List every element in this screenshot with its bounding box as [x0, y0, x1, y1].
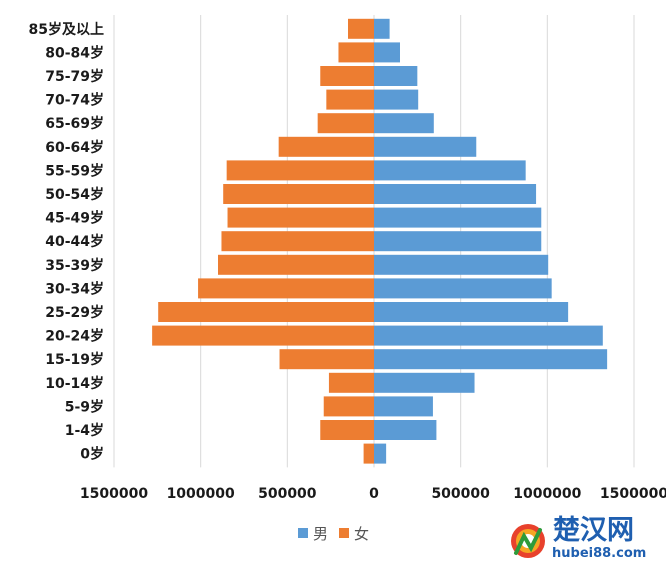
watermark-site-name: 楚汉网	[553, 515, 634, 546]
x-tick-label: 0	[369, 486, 379, 502]
x-tick-label: 1000000	[513, 486, 581, 502]
bar-male	[374, 113, 434, 134]
bar-male	[374, 160, 526, 181]
bar-female	[348, 18, 374, 39]
bar-female	[328, 372, 374, 393]
bar-female	[278, 136, 374, 157]
bar-female	[363, 443, 374, 464]
bar-female	[158, 302, 374, 322]
watermark-url: hubei88.com	[552, 546, 646, 561]
category-labels: 85岁及以上 80-84岁 75-79岁 70-74岁 65-69岁 60-64岁 55-5…	[29, 21, 104, 463]
category-label: 80-84岁	[45, 44, 104, 61]
x-tick-labels: 1500000 1000000 500000 0 500000 1000000 150000…	[80, 486, 666, 502]
category-label: 60-64岁	[45, 139, 104, 156]
bar-male	[374, 207, 542, 228]
bar-female	[317, 113, 374, 134]
category-label: 5-9岁	[65, 398, 104, 415]
bar-male	[374, 231, 542, 252]
category-label: 0岁	[80, 446, 104, 463]
category-label: 75-79岁	[45, 68, 104, 85]
bar-male	[374, 18, 390, 39]
bar-male	[374, 349, 608, 370]
bar-male	[374, 302, 569, 322]
category-label: 55-59岁	[45, 162, 104, 179]
bar-male	[374, 372, 475, 393]
x-tick-label: 500000	[431, 486, 490, 502]
bar-female	[320, 66, 374, 86]
bar-female	[320, 420, 374, 440]
category-label: 20-24岁	[45, 328, 104, 345]
legend-label-female: 女	[354, 525, 369, 543]
bar-female	[152, 325, 374, 346]
bar-male	[374, 42, 400, 63]
bar-male	[374, 136, 477, 157]
bar-male	[374, 184, 537, 204]
bar-male	[374, 325, 603, 346]
category-label: 70-74岁	[45, 92, 104, 109]
category-label: 40-44岁	[45, 233, 104, 250]
category-label: 85岁及以上	[29, 21, 104, 38]
category-label: 45-49岁	[45, 210, 104, 227]
legend-swatch-male	[298, 528, 308, 538]
watermark-emblem-icon	[511, 524, 545, 558]
legend-label-male: 男	[313, 525, 328, 543]
category-label: 15-19岁	[45, 351, 104, 368]
bar-female	[218, 254, 374, 275]
bar-female	[338, 42, 374, 63]
bar-female	[323, 396, 374, 417]
bar-male	[374, 420, 437, 440]
bar-female	[279, 349, 374, 370]
bar-male	[374, 278, 552, 299]
category-label: 30-34岁	[45, 280, 104, 297]
bar-male	[374, 66, 418, 86]
x-tick-label: 1000000	[167, 486, 235, 502]
x-tick-label: 1500000	[80, 486, 148, 502]
bars-group	[152, 18, 608, 464]
legend-swatch-female	[339, 528, 349, 538]
category-label: 25-29岁	[45, 304, 104, 321]
bar-female	[221, 231, 374, 252]
bar-female	[198, 278, 374, 299]
bar-male	[374, 443, 387, 464]
bar-male	[374, 89, 419, 110]
x-tick-label: 500000	[258, 486, 317, 502]
bar-female	[227, 207, 374, 228]
legend: 男 女	[298, 525, 369, 543]
bar-female	[226, 160, 374, 181]
category-label: 10-14岁	[45, 375, 104, 392]
category-label: 35-39岁	[45, 257, 104, 274]
bar-male	[374, 254, 549, 275]
bar-male	[374, 396, 433, 417]
watermark-logo: 楚汉网 hubei88.com	[511, 515, 646, 561]
bar-female	[326, 89, 374, 110]
category-label: 50-54岁	[45, 186, 104, 203]
bar-female	[223, 184, 374, 204]
category-label: 1-4岁	[65, 422, 104, 439]
category-label: 65-69岁	[45, 115, 104, 132]
x-tick-label: 1500000	[600, 486, 666, 502]
